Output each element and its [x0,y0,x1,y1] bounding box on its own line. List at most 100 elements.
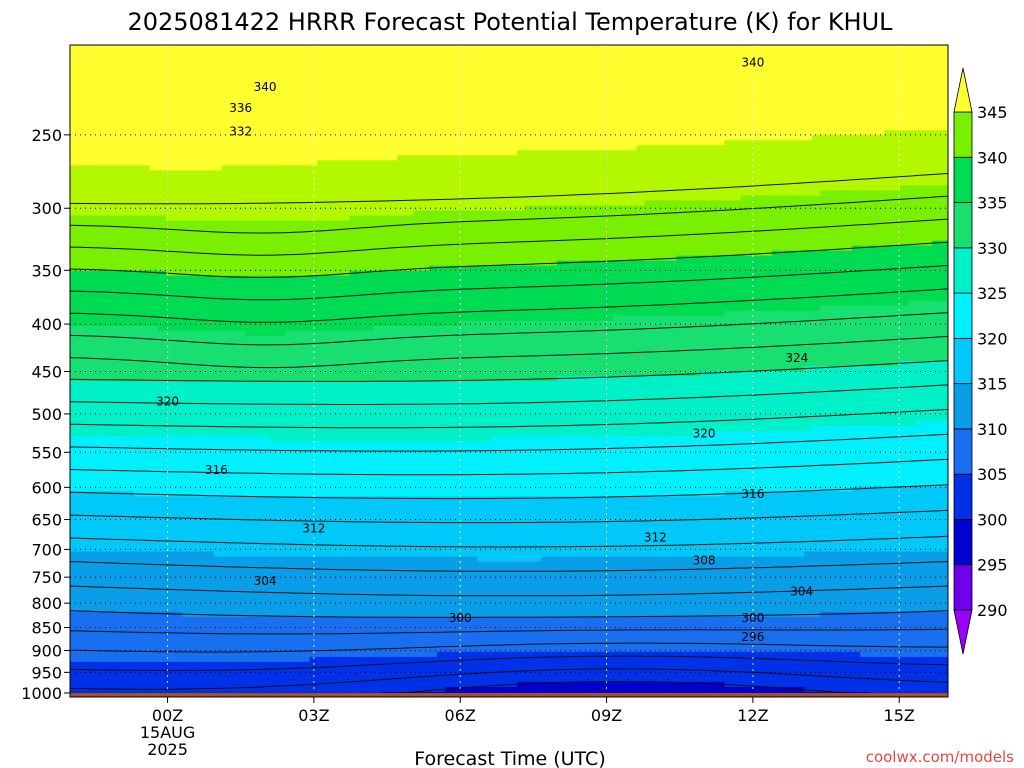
fill-cell [141,360,151,367]
fill-cell [213,531,223,538]
fill-cell [285,175,295,182]
fill-cell [277,441,287,447]
fill-cell [301,200,311,207]
fill-cell [181,100,191,106]
fill-cell [309,641,319,648]
fill-cell [197,60,207,66]
fill-cell [365,325,374,332]
fill-cell [317,651,327,658]
fill-cell [277,411,287,417]
fill-cell [277,250,287,257]
fill-cell [237,601,247,608]
fill-cell [341,145,350,151]
fill-cell [277,145,287,151]
fill-cell [229,446,239,452]
fill-cell [141,526,151,533]
fill-cell [117,110,127,116]
fill-cell [109,365,119,372]
fill-cell [325,280,334,287]
fill-cell [293,50,303,56]
fill-cell [269,611,279,618]
fill-cell [357,240,366,247]
fill-cell [125,591,135,598]
fill-cell [325,451,334,457]
fill-cell [245,245,255,252]
fill-cell [253,661,263,668]
fill-cell [269,426,279,432]
fill-cell [293,426,303,432]
fill-cell [109,621,119,628]
fill-cell [341,641,350,648]
fill-cell [301,75,311,81]
fill-cell [269,310,279,317]
fill-cell [141,616,151,623]
fill-cell [141,496,151,502]
fill-cell [237,616,247,623]
fill-cell [341,421,350,427]
fill-cell [205,606,215,613]
fill-cell [101,441,111,447]
fill-cell [117,441,127,447]
fill-cell [301,571,311,578]
fill-cell [245,421,255,427]
fill-cell [277,140,287,146]
fill-cell [85,591,95,598]
fill-cell [189,185,199,192]
fill-cell [269,60,279,66]
fill-cell [181,461,191,467]
fill-cell [133,240,143,247]
fill-cell [365,461,374,467]
fill-cell [141,330,151,337]
fill-cell [325,551,334,558]
fill-cell [293,360,303,367]
fill-cell [285,461,295,467]
fill-cell [293,65,303,71]
fill-cell [109,90,119,96]
fill-cell [349,491,358,497]
fill-cell [245,451,255,457]
fill-cell [237,636,247,643]
fill-cell [109,125,119,131]
fill-cell [133,431,143,437]
fill-cell [93,230,103,237]
fill-cell [333,255,342,262]
fill-cell [357,360,366,367]
fill-cell [357,466,366,472]
fill-cell [237,280,247,287]
fill-cell [189,631,199,638]
fill-cell [293,461,303,467]
fill-cell [141,396,151,402]
fill-cell [349,300,358,307]
fill-cell [261,621,271,628]
fill-cell [125,270,135,277]
fill-cell [325,125,334,131]
fill-cell [93,145,103,151]
fill-cell [205,486,215,492]
fill-cell [229,426,239,432]
fill-cell [181,536,191,543]
fill-cell [261,255,271,262]
fill-cell [285,406,295,412]
fill-cell [77,115,87,121]
fill-cell [101,55,111,61]
fill-cell [109,350,119,357]
fill-cell [125,646,135,653]
fill-cell [165,180,175,187]
fill-cell [309,676,319,683]
fill-cell [269,110,279,116]
fill-cell [77,676,87,683]
fill-cell [365,451,374,457]
fill-cell [357,95,366,101]
fill-cell [293,260,303,267]
fill-cell [70,631,79,638]
fill-cell [109,571,119,578]
fill-cell [349,621,358,628]
fill-cell [317,350,327,357]
fill-cell [317,596,327,603]
fill-cell [285,546,295,553]
fill-cell [325,396,334,402]
fill-cell [349,571,358,578]
fill-cell [253,486,263,492]
fill-cell [301,481,311,487]
fill-cell [349,180,358,187]
